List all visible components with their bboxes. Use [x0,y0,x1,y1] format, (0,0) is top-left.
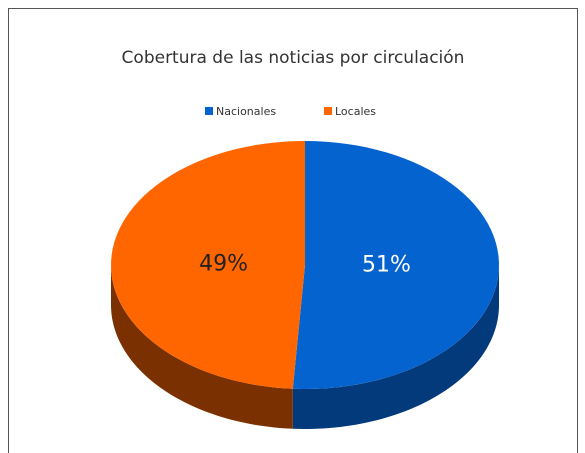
legend-swatch [324,107,332,115]
pie-side [111,265,293,429]
chart-title: Cobertura de las noticias por circulació… [122,48,465,68]
data-label: 49% [199,252,248,277]
data-label: 51% [362,252,411,277]
pie-side [292,265,499,429]
legend-label: Locales [335,105,376,118]
chart-border [8,8,578,453]
legend-label: Nacionales [216,105,276,118]
pie-slice [292,141,499,389]
legend-swatch [205,107,213,115]
pie-slice [111,141,306,389]
